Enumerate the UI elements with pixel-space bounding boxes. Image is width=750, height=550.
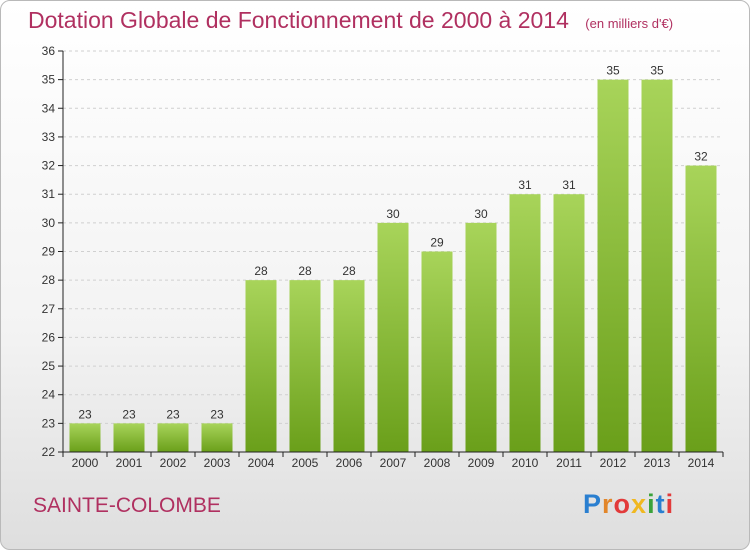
axes: 22 23 24 25 26 27 28 29 30 31 32 33 34 35 36 2000 2001 20…	[42, 44, 724, 470]
x-tick-label: 2014	[688, 456, 715, 470]
x-tick-label: 2004	[248, 456, 275, 470]
data-label: 23	[166, 407, 180, 421]
bar-2008[interactable]	[421, 251, 453, 453]
bar-2012[interactable]	[597, 79, 629, 453]
y-tick-label: 26	[42, 330, 56, 344]
y-tick-label: 25	[42, 359, 56, 373]
x-tick-label: 2000	[72, 456, 99, 470]
proxiti-logo[interactable]: Proxiti	[583, 489, 674, 520]
y-tick-label: 33	[42, 130, 56, 144]
x-tick-label: 2009	[468, 456, 495, 470]
data-label: 23	[78, 407, 92, 421]
x-tick-label: 2008	[424, 456, 451, 470]
data-label: 32	[694, 150, 708, 164]
data-label: 35	[606, 64, 620, 78]
bar-2004[interactable]	[245, 280, 277, 452]
y-tick-label: 32	[42, 159, 56, 173]
bar-2007[interactable]	[377, 222, 409, 452]
data-label: 23	[210, 407, 224, 421]
bar-2002[interactable]	[157, 423, 189, 452]
y-tick-label: 34	[42, 101, 56, 115]
bar-2014[interactable]	[685, 165, 717, 453]
data-label: 30	[474, 207, 488, 221]
logo-letter: i	[647, 489, 656, 519]
x-tick-label: 2012	[600, 456, 627, 470]
y-tick-label: 31	[42, 187, 56, 201]
logo-letter: x	[631, 489, 648, 519]
bar-2000[interactable]	[69, 423, 101, 452]
bar-2010[interactable]	[509, 194, 541, 452]
logo-letter: o	[613, 489, 632, 519]
data-label: 29	[430, 236, 444, 250]
x-tick-label: 2002	[160, 456, 187, 470]
x-tick-label: 2006	[336, 456, 363, 470]
bar-2011[interactable]	[553, 194, 585, 452]
chart-subtitle: (en milliers d'€)	[585, 16, 674, 31]
place-name: SAINTE-COLOMBE	[33, 494, 221, 517]
x-tick-label: 2003	[204, 456, 231, 470]
data-label: 28	[342, 264, 356, 278]
logo-letter: P	[583, 489, 603, 519]
y-tick-label: 30	[42, 216, 56, 230]
bar-2009[interactable]	[465, 222, 497, 452]
data-label: 23	[122, 407, 136, 421]
y-tick-label: 22	[42, 445, 56, 459]
data-label: 31	[518, 178, 532, 192]
y-tick-label: 29	[42, 245, 56, 259]
data-label: 35	[650, 64, 664, 78]
data-label: 28	[298, 264, 312, 278]
chart-title: Dotation Globale de Fonctionnement de 20…	[28, 7, 569, 33]
data-label: 30	[386, 207, 400, 221]
logo-letter: t	[655, 489, 666, 519]
bar-2006[interactable]	[333, 280, 365, 452]
x-tick-label: 2013	[644, 456, 671, 470]
x-tick-label: 2011	[556, 456, 582, 470]
bar-2005[interactable]	[289, 280, 321, 452]
x-tick-label: 2007	[380, 456, 407, 470]
bar-2001[interactable]	[113, 423, 145, 452]
x-tick-label: 2010	[512, 456, 539, 470]
y-tick-label: 27	[42, 302, 56, 316]
bar-2003[interactable]	[201, 423, 233, 452]
bars: 23 23 23 23 28 28 28 30 29 30 31 31 35 35 32	[69, 64, 717, 453]
y-tick-label: 28	[42, 273, 56, 287]
logo-letter: i	[665, 489, 675, 519]
y-tick-label: 36	[42, 44, 56, 58]
x-tick-label: 2001	[116, 456, 143, 470]
bar-2013[interactable]	[641, 79, 673, 453]
x-tick-label: 2005	[292, 456, 319, 470]
y-tick-label: 23	[42, 416, 56, 430]
chart-title-block: Dotation Globale de Fonctionnement de 20…	[28, 7, 673, 34]
y-tick-label: 35	[42, 73, 56, 87]
data-label: 31	[562, 178, 576, 192]
data-label: 28	[254, 264, 268, 278]
y-tick-label: 24	[42, 388, 56, 402]
logo-letter: r	[602, 489, 614, 519]
